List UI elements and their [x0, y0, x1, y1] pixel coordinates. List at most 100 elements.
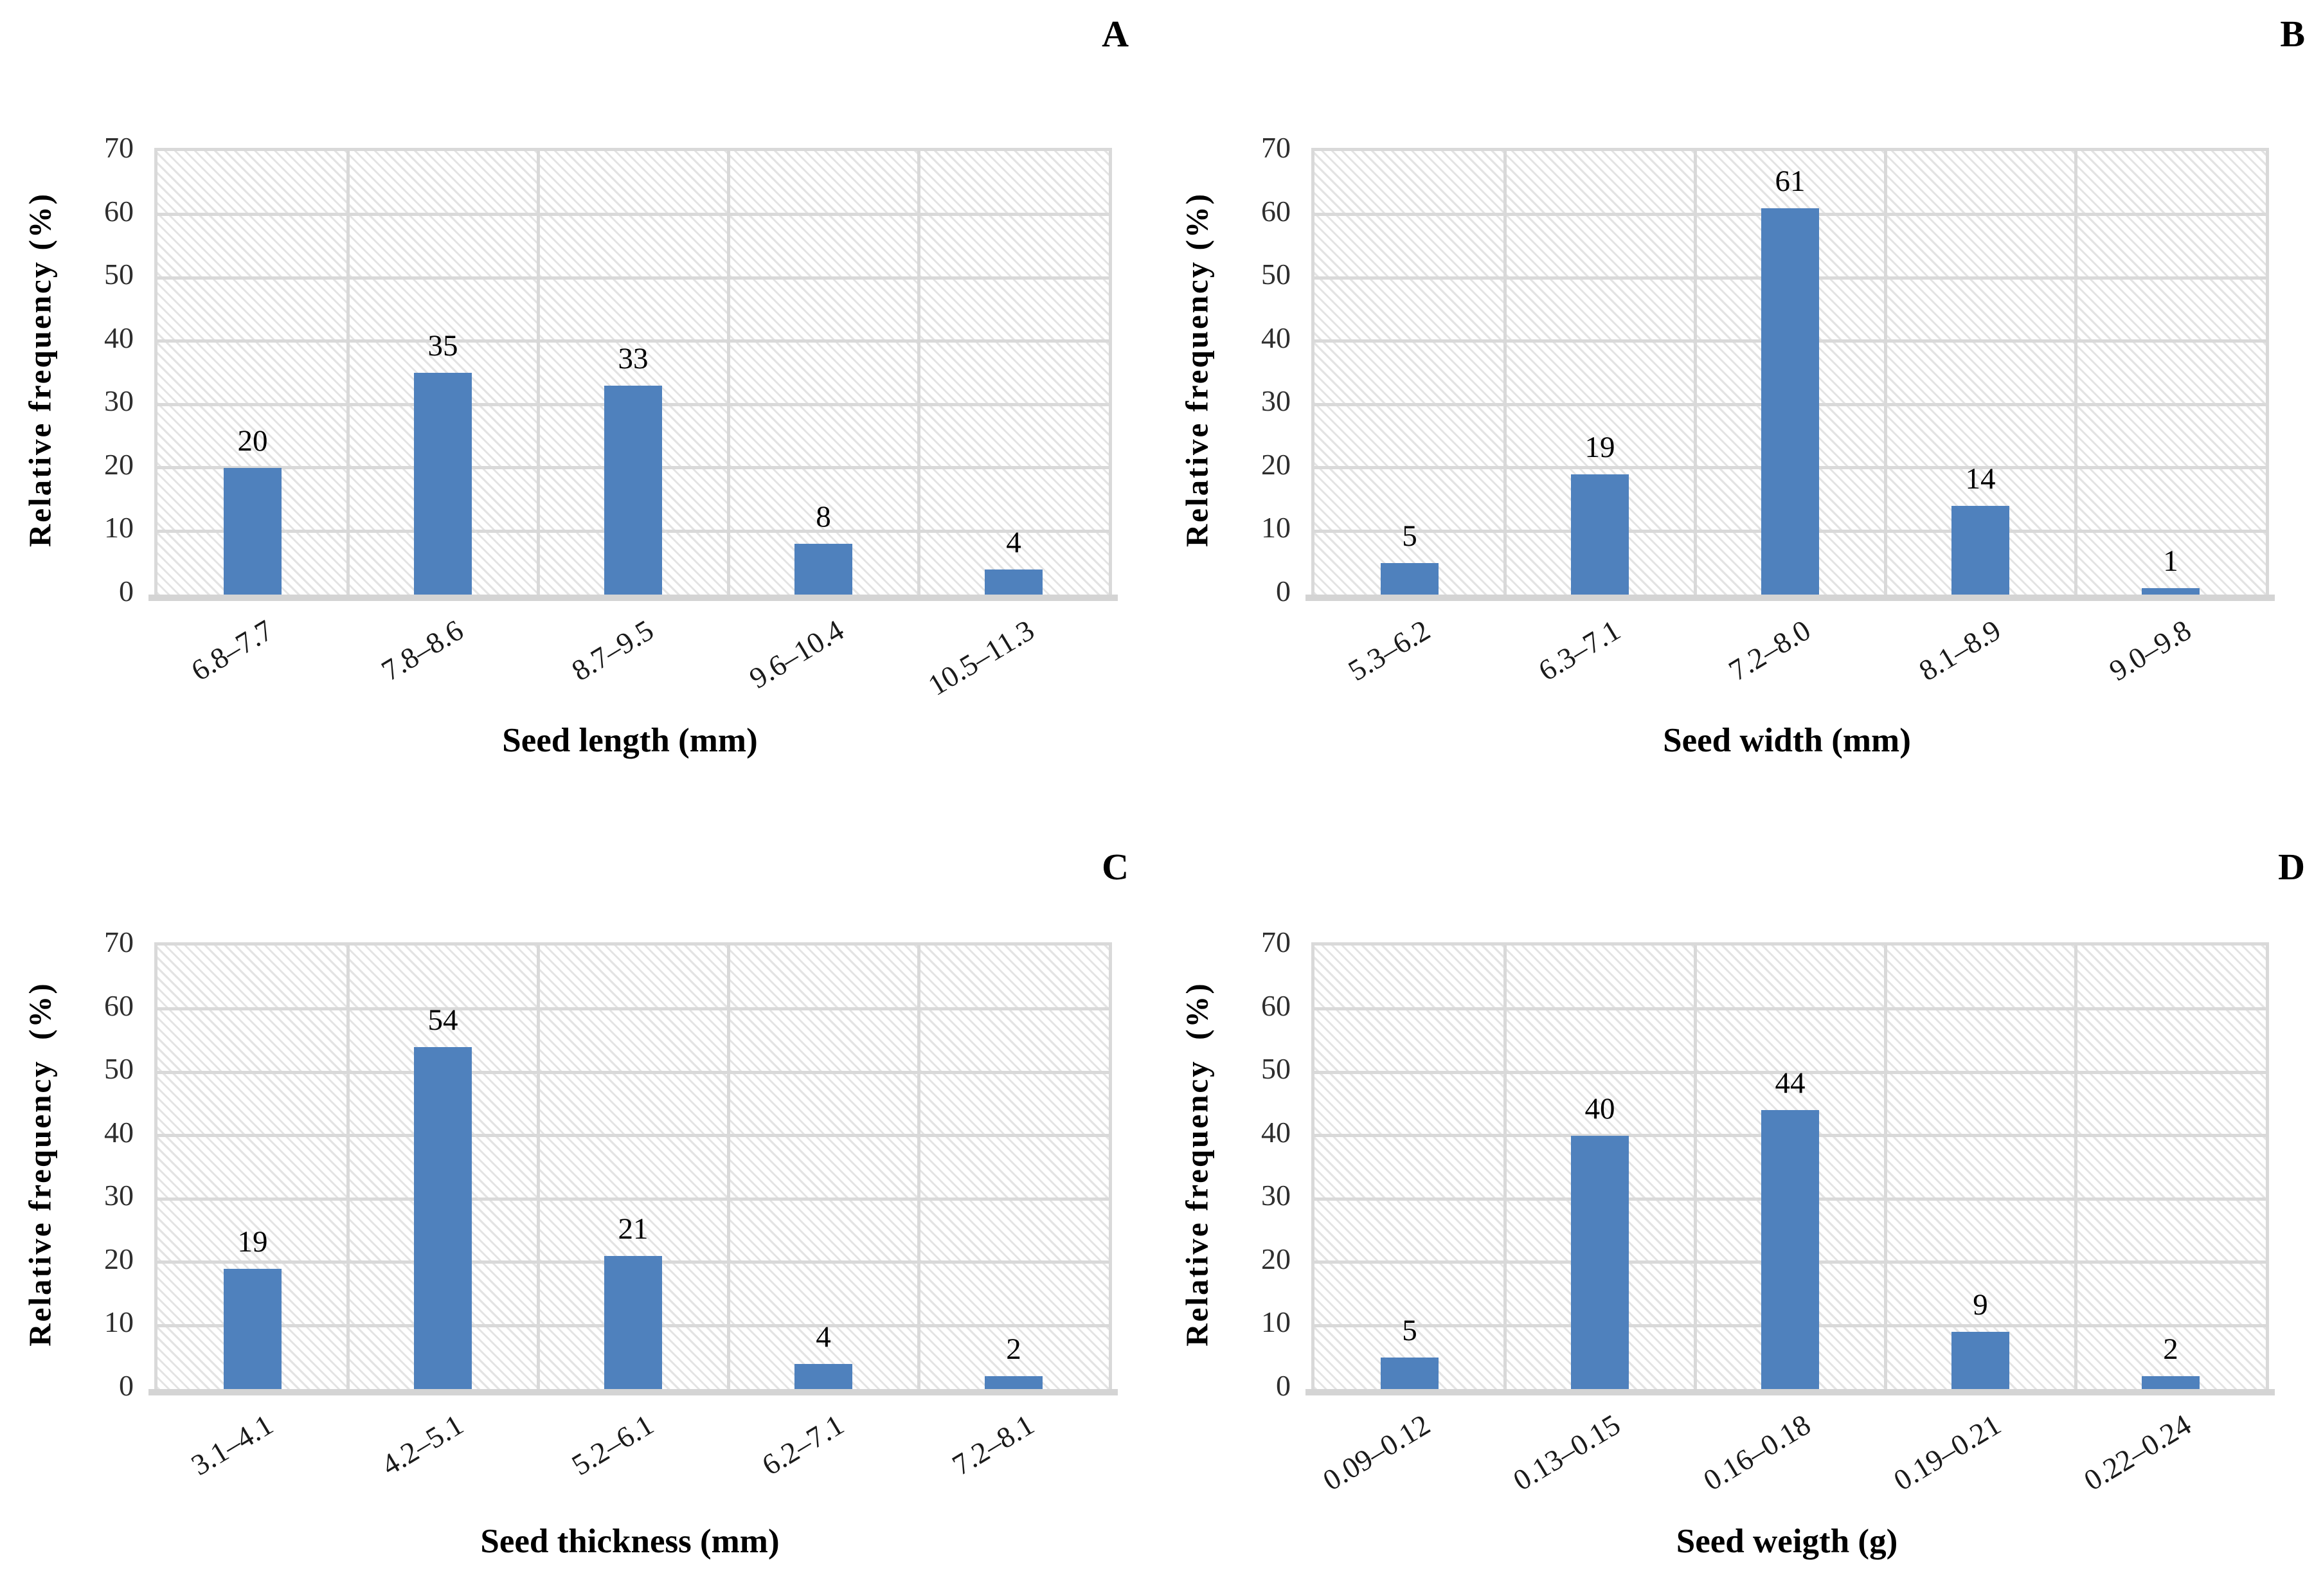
y-axis-tick-label: 0	[119, 1369, 134, 1402]
x-axis-tick-label: 3.1–4.1	[185, 1408, 279, 1482]
y-axis-tick-label: 10	[1261, 511, 1291, 544]
bar	[2142, 1376, 2200, 1389]
bar-value-label: 54	[427, 1003, 458, 1037]
bar	[985, 1376, 1043, 1389]
plot-area: 20 35 33 8 4	[148, 148, 1118, 601]
x-axis-tick-label: 9.6–10.4	[743, 613, 850, 695]
gridline-vertical	[2074, 946, 2077, 1389]
bar-value-label: 9	[1973, 1288, 1988, 1322]
bar	[1761, 208, 1819, 595]
bar	[604, 385, 662, 595]
panel-C: C Relative frequency (%) 0 10 20 30 40 50 60 70 19…	[0, 833, 1157, 1596]
plot-area: 5 40 44 9 2	[1305, 942, 2275, 1395]
gridline-horizontal	[157, 1007, 1109, 1011]
x-axis-tick-label: 7.2–8.1	[946, 1408, 1040, 1482]
bar-value-label: 20	[237, 424, 268, 458]
y-axis-tick-label: 10	[104, 1305, 134, 1339]
gridline-vertical	[726, 946, 730, 1389]
y-axis-tick-label: 60	[104, 989, 134, 1022]
bar-value-label: 5	[1402, 519, 1417, 553]
y-axis-tick-label: 20	[1261, 447, 1291, 481]
y-axis-tick-label: 20	[104, 1242, 134, 1275]
y-axis-tick-label: 40	[1261, 1115, 1291, 1149]
y-axis-title: Relative frequency (%)	[22, 982, 58, 1347]
bar-value-label: 2	[1006, 1332, 1021, 1367]
x-axis-tick-label: 0.16–0.18	[1698, 1408, 1816, 1497]
gridline-vertical	[1503, 151, 1507, 595]
bar-value-label: 44	[1775, 1066, 1806, 1100]
y-axis-tick-label: 70	[104, 926, 134, 958]
bar	[1761, 1110, 1819, 1389]
panel-label: D	[2278, 846, 2305, 888]
y-axis-tick-label: 40	[1261, 321, 1291, 354]
y-axis-tick-label: 70	[1261, 926, 1291, 958]
bar	[604, 1256, 662, 1389]
bar-value-label: 5	[1402, 1313, 1417, 1347]
bar-value-label: 19	[237, 1224, 268, 1259]
bar-value-label: 14	[1965, 462, 1996, 496]
bar	[224, 467, 282, 595]
y-axis-tick-label: 0	[1276, 1369, 1291, 1402]
bar-value-label: 21	[618, 1212, 649, 1246]
gridline-vertical	[2074, 151, 2077, 595]
y-axis-tick-label: 40	[104, 321, 134, 354]
y-axis-tick-label: 30	[1261, 384, 1291, 418]
x-axis-title: Seed length (mm)	[502, 722, 758, 759]
bar	[985, 569, 1043, 595]
gridline-horizontal	[157, 276, 1109, 280]
gridline-vertical	[1883, 946, 1887, 1389]
gridline-vertical	[536, 946, 540, 1389]
gridline-horizontal	[157, 339, 1109, 343]
x-axis-title: Seed width (mm)	[1663, 722, 1911, 759]
panel-D: D Relative frequency (%) 0 10 20 30 40 50 60 70 5 4…	[1157, 833, 2314, 1596]
bar	[1381, 562, 1439, 595]
gridline-horizontal	[1314, 1070, 2266, 1074]
gridline-vertical	[346, 151, 350, 595]
gridline-vertical	[726, 151, 730, 595]
x-axis-tick-label: 5.3–6.2	[1342, 613, 1436, 688]
y-axis-tick-label: 0	[1276, 575, 1291, 607]
panel-label: B	[2280, 13, 2305, 55]
gridline-vertical	[917, 946, 920, 1389]
y-axis-tick-label: 0	[119, 575, 134, 607]
bar-value-label: 35	[427, 329, 458, 363]
panel-label: A	[1102, 13, 1129, 55]
x-axis-tick-label: 0.09–0.12	[1317, 1408, 1436, 1497]
bar-value-label: 8	[816, 500, 831, 534]
y-axis-tick-label: 70	[1261, 131, 1291, 164]
y-axis-tick-label: 60	[1261, 989, 1291, 1022]
bar-value-label: 61	[1775, 164, 1806, 198]
y-axis-tick-label: 60	[1261, 194, 1291, 228]
bar	[794, 1363, 852, 1389]
bar-value-label: 4	[1006, 525, 1021, 559]
x-axis-tick-label: 10.5–11.3	[922, 613, 1040, 702]
x-axis-title: Seed thickness (mm)	[480, 1523, 780, 1560]
y-axis-title: Relative frequency (%)	[1179, 982, 1215, 1347]
gridline-vertical	[346, 946, 350, 1389]
y-axis-tick-label: 30	[1261, 1179, 1291, 1212]
panel-A: A Relative frequency (%) 0 10 20 30 40 50 60 70 20…	[0, 0, 1157, 833]
x-axis-tick-label: 5.2–6.1	[566, 1408, 659, 1482]
gridline-horizontal	[157, 1134, 1109, 1138]
bar-value-label: 33	[618, 341, 649, 375]
y-axis-tick-label: 10	[104, 511, 134, 544]
x-axis-tick-label: 8.1–8.9	[1913, 613, 2007, 688]
y-axis-tick-label: 20	[104, 447, 134, 481]
x-axis-tick-label: 7.8–8.6	[375, 613, 469, 688]
y-axis-title: Relative frequency (%)	[1179, 192, 1215, 548]
bar-value-label: 4	[816, 1320, 831, 1354]
plot-area: 19 54 21 4 2	[148, 942, 1118, 1395]
bar	[1571, 474, 1629, 595]
y-axis-tick-label: 30	[104, 384, 134, 418]
gridline-vertical	[917, 151, 920, 595]
bar	[1381, 1357, 1439, 1389]
y-axis-tick-label: 40	[104, 1115, 134, 1149]
x-axis-tick-label: 9.0–9.8	[2103, 613, 2197, 688]
bar	[414, 1046, 472, 1389]
bar-value-label: 1	[2163, 544, 2178, 578]
gridline-horizontal	[157, 1197, 1109, 1201]
y-axis-tick-label: 50	[104, 258, 134, 291]
bar-value-label: 19	[1584, 430, 1615, 464]
x-axis-tick-label: 0.22–0.24	[2078, 1408, 2197, 1497]
x-axis-tick-label: 0.13–0.15	[1507, 1408, 1626, 1497]
